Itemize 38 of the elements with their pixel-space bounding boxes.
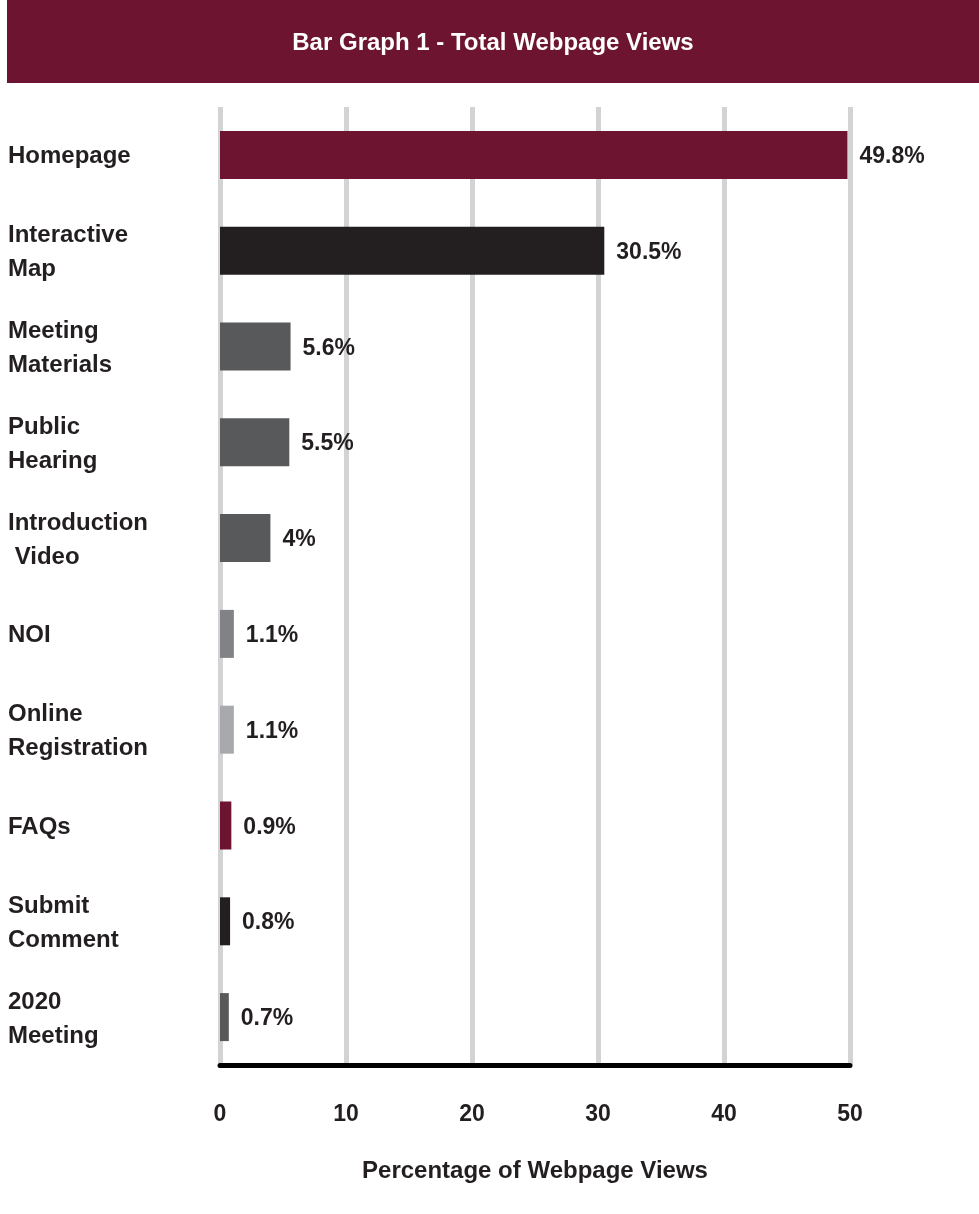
data-label: 0.9% xyxy=(243,812,296,839)
y-tick-label: FAQs xyxy=(8,812,71,839)
x-axis-title: Percentage of Webpage Views xyxy=(362,1155,708,1183)
data-label: 0.8% xyxy=(242,908,295,935)
data-label: 5.5% xyxy=(301,429,354,456)
x-tick-label: 30 xyxy=(585,1099,611,1126)
data-label: 30.5% xyxy=(616,237,682,264)
bar xyxy=(220,609,234,658)
y-tick-label: Submit Comment xyxy=(8,890,119,952)
bar xyxy=(220,418,290,467)
bar xyxy=(220,322,291,371)
data-label: 1.1% xyxy=(245,716,299,743)
x-tick-label: 40 xyxy=(711,1099,737,1126)
y-tick-label: Introduction Video xyxy=(8,507,148,569)
y-tick-label: Homepage xyxy=(8,141,131,169)
bar xyxy=(220,226,605,275)
bar xyxy=(220,514,271,563)
bar xyxy=(220,130,848,179)
y-tick-label: NOI xyxy=(8,620,51,648)
y-tick-label: Online Registration xyxy=(8,699,149,761)
y-tick-label: 2020 Meeting xyxy=(8,986,99,1048)
chart-title: Bar Graph 1 - Total Webpage Views xyxy=(7,0,979,83)
y-tick-label: Public Hearing xyxy=(8,411,98,473)
y-tick-label: Interactive Map xyxy=(8,220,135,282)
data-label: 5.6% xyxy=(302,333,355,360)
bar xyxy=(220,801,232,850)
data-label: 4% xyxy=(282,525,316,552)
y-tick-label: Meeting Materials xyxy=(8,316,113,377)
x-tick-label: 20 xyxy=(459,1099,485,1126)
x-tick-label: 50 xyxy=(837,1099,863,1126)
bar xyxy=(220,993,229,1042)
data-label: 49.8% xyxy=(859,141,925,168)
bar xyxy=(220,705,234,754)
x-tick-label: 10 xyxy=(333,1099,359,1126)
data-label: 1.1% xyxy=(245,620,299,647)
bar xyxy=(220,897,231,946)
x-tick-label: 0 xyxy=(213,1099,227,1126)
data-label: 0.7% xyxy=(240,1004,294,1031)
